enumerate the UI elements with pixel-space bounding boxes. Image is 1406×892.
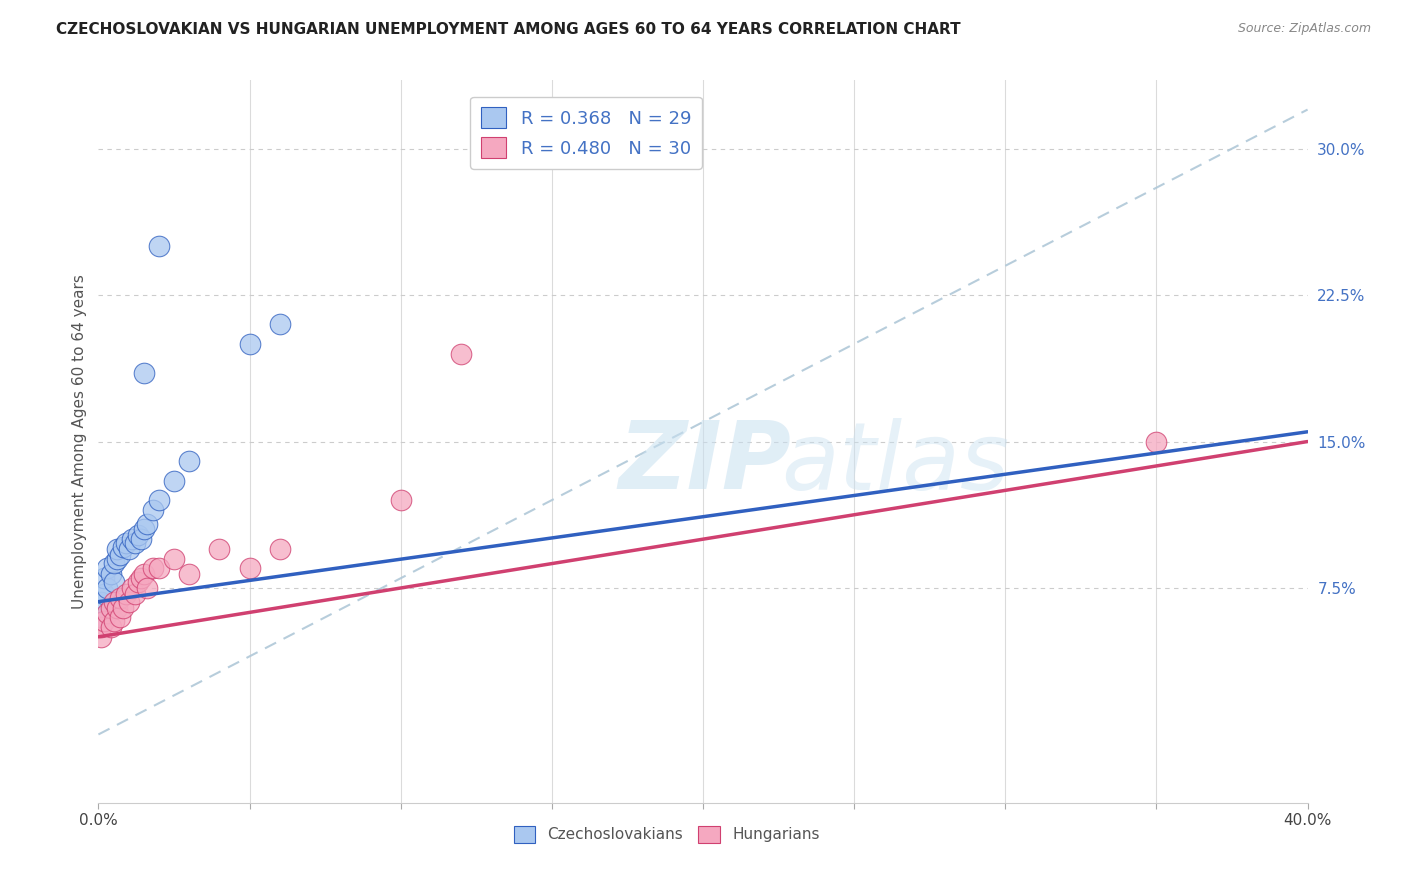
Point bbox=[108, 610, 131, 624]
Point bbox=[148, 239, 170, 253]
Point bbox=[114, 536, 136, 550]
Point bbox=[127, 575, 149, 590]
Point bbox=[148, 493, 170, 508]
Point bbox=[103, 614, 125, 628]
Point bbox=[114, 587, 136, 601]
Point bbox=[108, 548, 131, 562]
Point bbox=[90, 610, 112, 624]
Text: CZECHOSLOVAKIAN VS HUNGARIAN UNEMPLOYMENT AMONG AGES 60 TO 64 YEARS CORRELATION : CZECHOSLOVAKIAN VS HUNGARIAN UNEMPLOYMEN… bbox=[56, 22, 960, 37]
Point bbox=[132, 567, 155, 582]
Point bbox=[105, 541, 128, 556]
Point bbox=[100, 620, 122, 634]
Point bbox=[96, 581, 118, 595]
Point bbox=[90, 630, 112, 644]
Point bbox=[111, 540, 134, 554]
Point bbox=[132, 366, 155, 380]
Point bbox=[269, 541, 291, 556]
Legend: Czechoslovakians, Hungarians: Czechoslovakians, Hungarians bbox=[508, 820, 825, 849]
Point bbox=[179, 454, 201, 468]
Point bbox=[127, 528, 149, 542]
Point bbox=[450, 346, 472, 360]
Point bbox=[121, 581, 143, 595]
Text: Source: ZipAtlas.com: Source: ZipAtlas.com bbox=[1237, 22, 1371, 36]
Point bbox=[142, 503, 165, 517]
Point bbox=[239, 337, 262, 351]
Point bbox=[135, 581, 157, 595]
Point bbox=[93, 614, 115, 628]
Point bbox=[132, 523, 155, 537]
Point bbox=[129, 571, 152, 585]
Text: ZIP: ZIP bbox=[619, 417, 792, 509]
Point bbox=[103, 575, 125, 590]
Y-axis label: Unemployment Among Ages 60 to 64 years: Unemployment Among Ages 60 to 64 years bbox=[72, 274, 87, 609]
Point bbox=[105, 600, 128, 615]
Point bbox=[118, 595, 141, 609]
Point bbox=[142, 561, 165, 575]
Point bbox=[103, 556, 125, 570]
Point bbox=[129, 532, 152, 546]
Point bbox=[111, 600, 134, 615]
Point bbox=[163, 474, 186, 488]
Point bbox=[96, 607, 118, 621]
Point bbox=[389, 493, 412, 508]
Point bbox=[118, 541, 141, 556]
Point bbox=[93, 587, 115, 601]
Point bbox=[239, 561, 262, 575]
Point bbox=[148, 561, 170, 575]
Point bbox=[96, 561, 118, 575]
Point bbox=[1144, 434, 1167, 449]
Point bbox=[269, 318, 291, 332]
Point bbox=[179, 567, 201, 582]
Point bbox=[93, 571, 115, 585]
Point bbox=[100, 567, 122, 582]
Point bbox=[105, 551, 128, 566]
Point bbox=[100, 600, 122, 615]
Point bbox=[208, 541, 231, 556]
Point bbox=[90, 620, 112, 634]
Point bbox=[121, 532, 143, 546]
Point bbox=[103, 595, 125, 609]
Point bbox=[90, 595, 112, 609]
Point bbox=[108, 591, 131, 605]
Point bbox=[163, 551, 186, 566]
Text: atlas: atlas bbox=[782, 417, 1010, 508]
Point bbox=[135, 516, 157, 531]
Point bbox=[124, 587, 146, 601]
Point bbox=[124, 536, 146, 550]
